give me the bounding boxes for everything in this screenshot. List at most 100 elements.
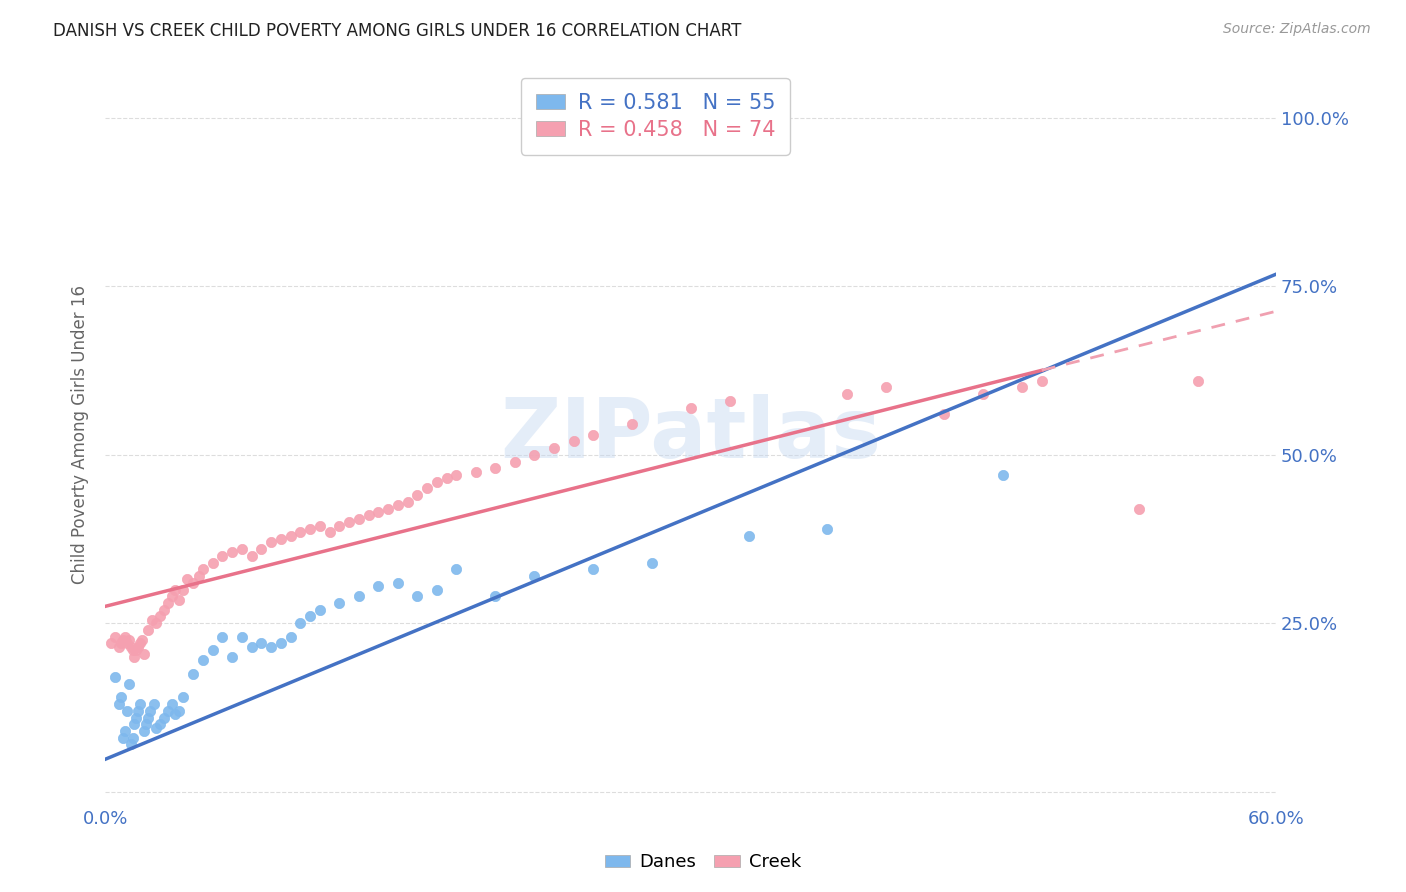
Point (160, 697, 183, 711)
Point (169, 592, 191, 607)
Point (357, 508, 380, 523)
Point (160, 589, 183, 603)
Point (484, 461, 506, 475)
Point (523, 569, 546, 583)
Point (446, 562, 468, 576)
Point (187, 569, 209, 583)
Point (1187, 374, 1209, 388)
Point (110, 636, 132, 650)
Point (172, 582, 194, 597)
Point (165, 582, 187, 597)
Point (131, 633, 153, 648)
Point (141, 613, 163, 627)
Point (111, 731, 134, 745)
Point (280, 528, 302, 542)
Point (125, 710, 148, 724)
Point (484, 589, 506, 603)
Point (104, 670, 127, 684)
Point (165, 707, 187, 722)
Point (108, 697, 131, 711)
Point (290, 616, 312, 631)
Point (152, 603, 174, 617)
Point (100, 636, 122, 650)
Point (582, 427, 605, 442)
Point (117, 677, 139, 691)
Point (127, 640, 149, 654)
Point (387, 575, 409, 590)
Point (240, 640, 263, 654)
Point (114, 723, 136, 738)
Point (308, 603, 330, 617)
Point (115, 704, 138, 718)
Point (231, 542, 253, 557)
Point (114, 630, 136, 644)
Point (406, 589, 429, 603)
Point (156, 596, 179, 610)
Point (181, 575, 204, 590)
Point (337, 515, 360, 529)
Point (503, 454, 526, 468)
Point (446, 467, 468, 482)
Point (416, 482, 439, 496)
Point (621, 417, 644, 432)
Point (328, 518, 350, 533)
Point (436, 471, 458, 485)
Point (934, 408, 956, 422)
Point (299, 609, 322, 624)
Point (129, 636, 152, 650)
Point (120, 738, 142, 752)
Point (104, 630, 127, 644)
Point (117, 633, 139, 648)
Point (318, 525, 340, 540)
Point (640, 556, 662, 570)
Point (543, 441, 565, 455)
Point (108, 640, 131, 654)
Point (134, 647, 156, 661)
Point (718, 393, 741, 408)
Point (111, 633, 134, 648)
Point (260, 640, 283, 654)
Legend: Danes, Creek: Danes, Creek (598, 847, 808, 879)
Point (139, 704, 162, 718)
Point (120, 640, 142, 654)
Point (201, 643, 224, 657)
Point (211, 549, 233, 563)
Point (136, 710, 159, 724)
Point (387, 498, 409, 512)
Point (221, 649, 243, 664)
Point (815, 522, 838, 536)
Point (221, 545, 243, 559)
Point (406, 488, 429, 502)
Point (991, 467, 1014, 482)
Point (127, 704, 149, 718)
Point (465, 465, 488, 479)
Point (582, 562, 605, 576)
Point (308, 518, 330, 533)
Point (176, 573, 198, 587)
Text: ZIPatlas: ZIPatlas (501, 394, 882, 475)
Point (250, 542, 273, 557)
Text: DANISH VS CREEK CHILD POVERTY AMONG GIRLS UNDER 16 CORRELATION CHART: DANISH VS CREEK CHILD POVERTY AMONG GIRL… (53, 22, 742, 40)
Point (426, 582, 449, 597)
Point (191, 653, 214, 667)
Point (169, 704, 191, 718)
Point (110, 690, 132, 705)
Y-axis label: Child Poverty Among Girls Under 16: Child Poverty Among Girls Under 16 (72, 285, 89, 584)
Point (145, 721, 167, 735)
Point (191, 562, 214, 576)
Point (143, 697, 166, 711)
Point (972, 387, 994, 401)
Point (1128, 501, 1150, 516)
Point (347, 589, 370, 603)
Point (152, 710, 174, 724)
Text: Source: ZipAtlas.com: Source: ZipAtlas.com (1223, 22, 1371, 37)
Point (260, 535, 283, 549)
Point (679, 401, 702, 415)
Point (240, 549, 263, 563)
Point (270, 636, 292, 650)
Point (125, 643, 148, 657)
Point (201, 556, 224, 570)
Point (231, 630, 253, 644)
Point (367, 505, 389, 519)
Point (328, 596, 350, 610)
